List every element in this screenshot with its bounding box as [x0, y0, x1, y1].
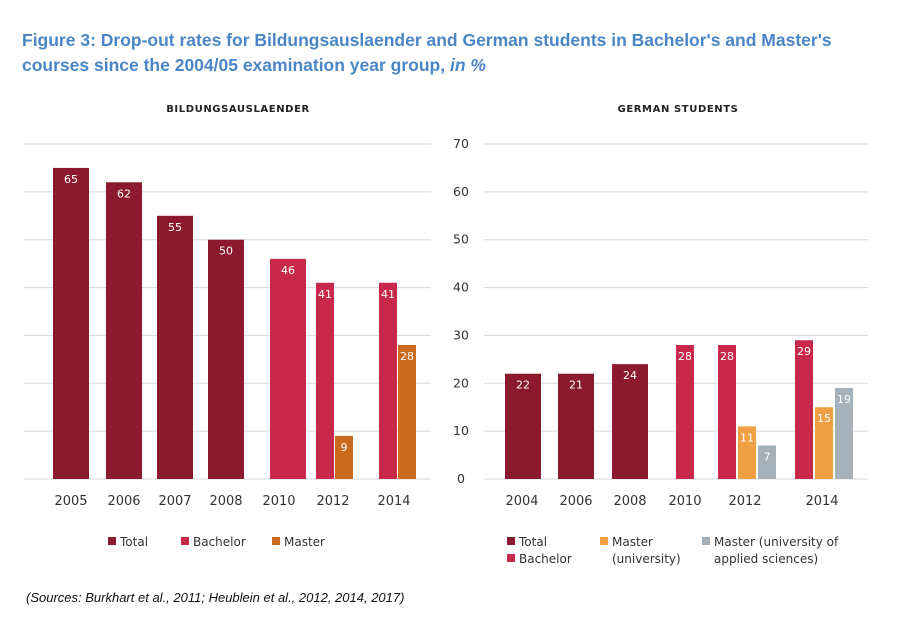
right-bar-2014-1 [815, 407, 833, 479]
right-legend-swatch [702, 537, 710, 545]
right-bar-label: 11 [740, 431, 754, 444]
right-bar-label: 28 [720, 350, 734, 363]
left-bar-2010-bachelor [270, 258, 306, 479]
figure-title-text: Figure 3: Drop-out rates for Bildungsaus… [22, 30, 832, 75]
right-legend-label: (university) [612, 552, 681, 566]
left-bar-label: 28 [400, 350, 414, 363]
right-bar-2012-2 [758, 445, 776, 479]
left-category-label: 2012 [316, 494, 349, 509]
left-bar-label: 41 [318, 288, 332, 301]
left-bar-label: 65 [64, 173, 78, 186]
right-legend-label: Master [612, 535, 653, 549]
left-legend-swatch [272, 537, 280, 545]
right-bar-2012-1 [738, 426, 756, 479]
y-tick-label: 70 [453, 136, 469, 151]
left-bar-2006-total [106, 182, 142, 480]
left-bar-2014-master [398, 345, 416, 479]
right-bar-2012-0 [718, 345, 736, 479]
left-legend-swatch [181, 537, 189, 545]
right-legend-label: Master (university of [714, 535, 839, 549]
y-tick-label: 30 [453, 327, 469, 342]
left-category-label: 2014 [377, 494, 410, 509]
left-bar-2012-master [335, 435, 353, 479]
right-legend-label: Total [518, 535, 547, 549]
right-bar-2006-0 [558, 373, 594, 479]
right-bar-label: 21 [569, 379, 583, 392]
left-bar-label: 41 [381, 288, 395, 301]
y-tick-label: 40 [453, 280, 469, 295]
y-tick-label: 60 [453, 184, 469, 199]
right-bar-label: 24 [623, 369, 637, 382]
right-category-label: 2006 [559, 494, 592, 509]
right-bar-label: 28 [678, 350, 692, 363]
right-bar-2004-0 [505, 373, 541, 479]
right-bar-2014-2 [835, 388, 853, 479]
right-bar-2014-0 [795, 340, 813, 479]
left-category-label: 2008 [209, 494, 242, 509]
left-bar-label: 9 [341, 441, 348, 454]
right-category-label: 2010 [668, 494, 701, 509]
left-category-label: 2005 [54, 494, 87, 509]
left-category-label: 2007 [158, 494, 191, 509]
left-bar-2012-bachelor [316, 282, 334, 479]
left-bar-2008-total [208, 239, 244, 479]
left-bar-2005-total [53, 167, 89, 479]
source-note: (Sources: Burkhart et al., 2011; Heublei… [26, 590, 405, 605]
right-legend-label: Bachelor [519, 552, 572, 566]
y-tick-label: 50 [453, 232, 469, 247]
right-legend-swatch [600, 537, 608, 545]
right-category-label: 2012 [728, 494, 761, 509]
right-bar-label: 7 [764, 451, 771, 464]
y-tick-label: 10 [453, 423, 469, 438]
y-tick-label: 20 [453, 375, 469, 390]
left-bar-label: 62 [117, 187, 131, 200]
left-bar-label: 46 [281, 264, 295, 277]
right-legend-label: applied sciences) [714, 552, 818, 566]
right-panel-title: GERMAN STUDENTS [618, 104, 739, 115]
right-bar-label: 29 [797, 345, 811, 358]
left-bar-2007-total [157, 215, 193, 480]
left-legend-swatch [108, 537, 116, 545]
right-legend-swatch [507, 537, 515, 545]
y-tick-label: 0 [457, 471, 465, 486]
right-bar-label: 22 [516, 379, 530, 392]
left-bar-label: 50 [219, 245, 233, 258]
right-bar-2008-0 [612, 364, 648, 479]
left-panel-title: BILDUNGSAUSLAENDER [166, 104, 310, 115]
right-category-label: 2008 [613, 494, 646, 509]
right-category-label: 2014 [805, 494, 838, 509]
right-bar-label: 15 [817, 412, 831, 425]
left-legend-label: Master [284, 535, 325, 549]
left-bar-2014-bachelor [379, 282, 397, 479]
left-category-label: 2006 [107, 494, 140, 509]
figure-title: Figure 3: Drop-out rates for Bildungsaus… [22, 28, 882, 78]
right-bar-label: 19 [837, 393, 851, 406]
left-bar-label: 55 [168, 221, 182, 234]
left-legend-label: Bachelor [193, 535, 246, 549]
figure-title-unit: in % [449, 55, 486, 75]
right-legend-swatch [507, 554, 515, 562]
left-legend-label: Total [119, 535, 148, 549]
right-category-label: 2004 [505, 494, 538, 509]
left-category-label: 2010 [262, 494, 295, 509]
right-bar-2010-0 [676, 345, 694, 479]
